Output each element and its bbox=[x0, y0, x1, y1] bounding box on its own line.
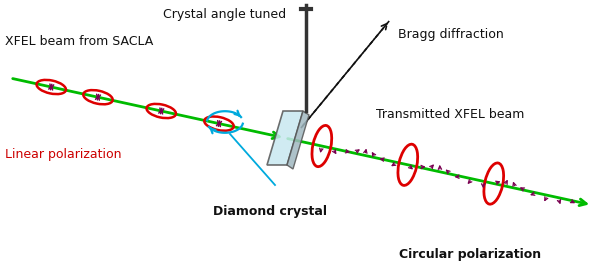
Text: XFEL beam from SACLA: XFEL beam from SACLA bbox=[5, 35, 153, 48]
Text: Diamond crystal: Diamond crystal bbox=[213, 205, 327, 218]
Text: Linear polarization: Linear polarization bbox=[5, 148, 121, 161]
Polygon shape bbox=[267, 111, 303, 165]
Polygon shape bbox=[287, 111, 309, 169]
Text: Transmitted XFEL beam: Transmitted XFEL beam bbox=[376, 108, 524, 121]
Text: Bragg diffraction: Bragg diffraction bbox=[398, 28, 504, 41]
Text: Circular polarization: Circular polarization bbox=[399, 248, 541, 261]
Text: Crystal angle tuned: Crystal angle tuned bbox=[163, 8, 287, 21]
